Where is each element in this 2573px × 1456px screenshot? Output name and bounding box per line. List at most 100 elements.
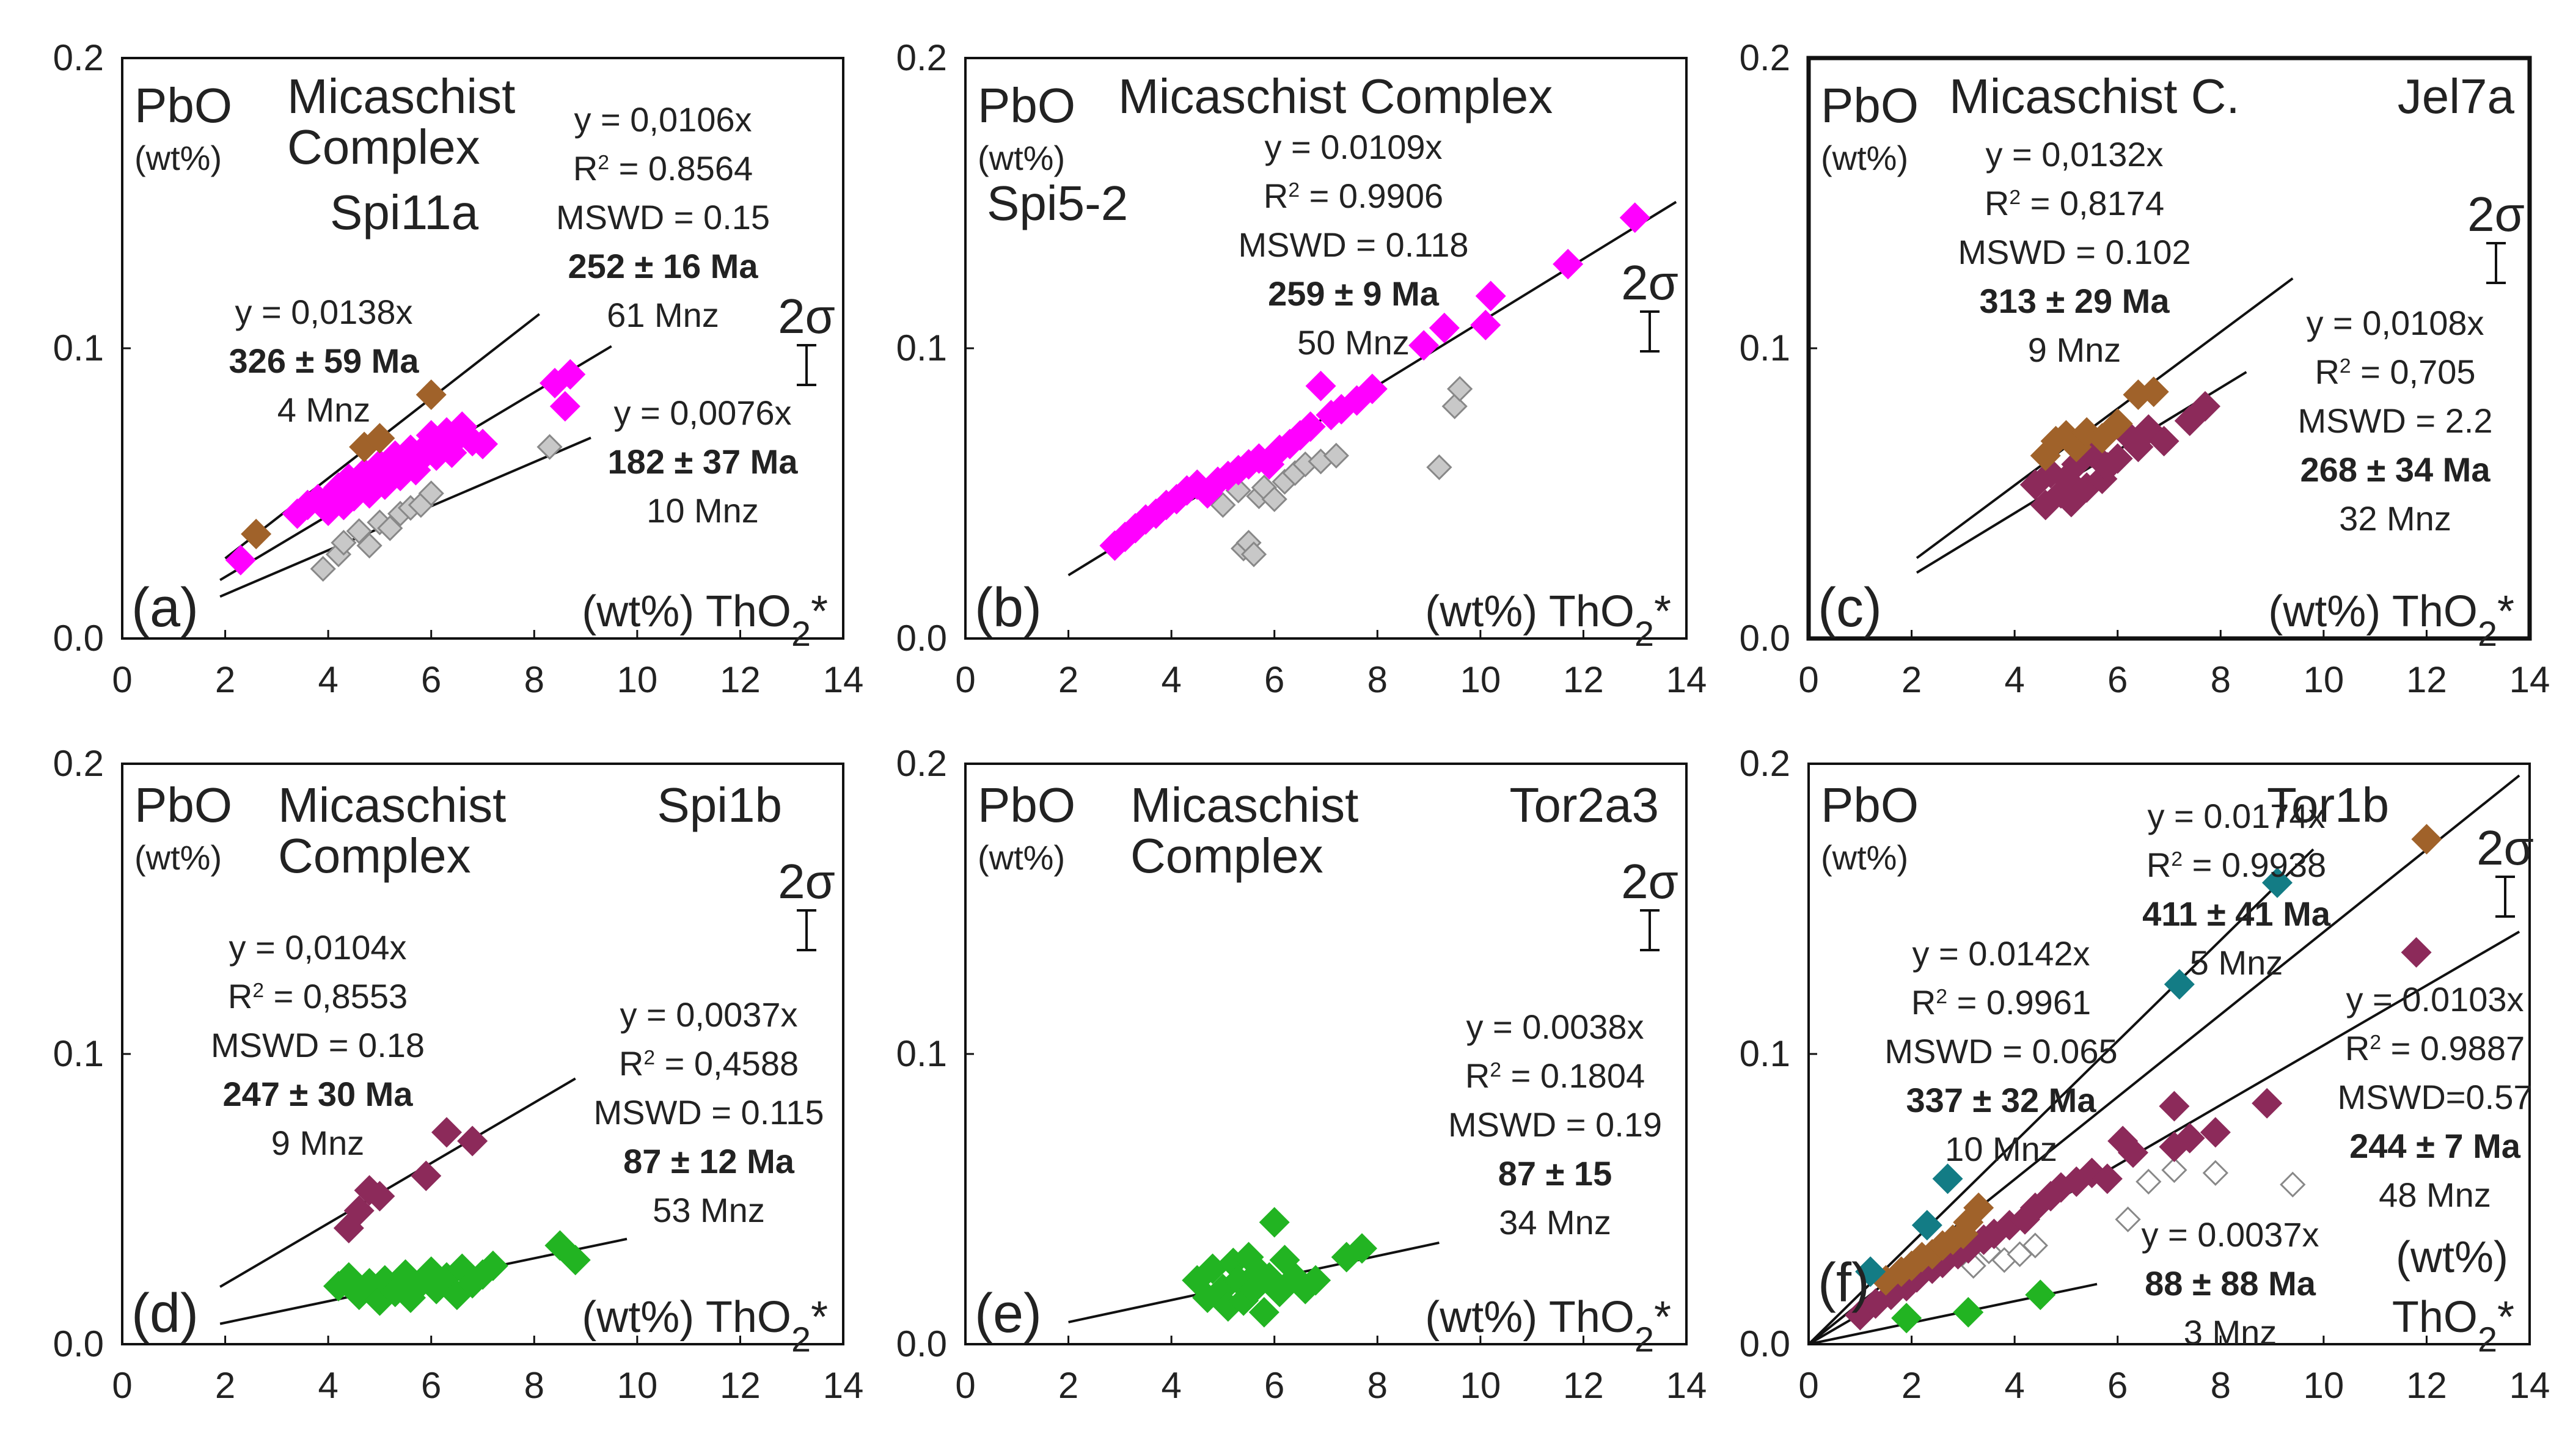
x-tick-label: 2 xyxy=(1901,1365,1922,1406)
data-point-green xyxy=(1223,1265,1254,1296)
panel-b: 0 2 4 6 8 10 12 14 0.0 0.1 0.2 PbO (wt%) Micaschist C… xyxy=(896,37,1707,700)
panel-letter: (f) xyxy=(1818,1253,1870,1314)
x-tick-label: 12 xyxy=(2406,659,2447,700)
data-point-open xyxy=(2280,1171,2306,1198)
y-tick-label: 0.0 xyxy=(53,1323,104,1364)
x-tick-label: 8 xyxy=(524,659,544,700)
x-tick-label: 10 xyxy=(2303,659,2344,700)
fit-annotation: 53 Mnz xyxy=(653,1191,765,1229)
panel-title: Spi11a xyxy=(330,185,479,240)
panel-letter: (c) xyxy=(1818,577,1882,638)
data-point-grey xyxy=(1426,454,1452,480)
data-point-grey xyxy=(377,515,403,541)
fit-annotation: 61 Mnz xyxy=(607,296,719,334)
x-tick-label: 8 xyxy=(1367,1365,1388,1406)
fit-annotation: y = 0.0174x xyxy=(2147,797,2325,835)
x-tick-label: 2 xyxy=(1058,1365,1078,1406)
data-point-open xyxy=(2136,1168,2162,1195)
x-tick-label: 8 xyxy=(2211,1365,2231,1406)
fit-annotation: 244 ± 7 Ma xyxy=(2349,1127,2521,1165)
fit-annotation: 9 Mnz xyxy=(271,1124,365,1162)
data-point-grey xyxy=(346,518,372,544)
data-point-brown xyxy=(2411,824,2442,855)
data-point-green xyxy=(560,1245,591,1276)
fit-annotation: R2 = 0.8564 xyxy=(573,149,753,188)
fit-annotation: MSWD = 0.18 xyxy=(211,1026,425,1064)
panel-title: Jel7a xyxy=(2398,69,2515,123)
fit-annotation: 50 Mnz xyxy=(1297,323,1410,362)
data-point-green xyxy=(1953,1297,1984,1328)
y-axis-label: PbO xyxy=(1821,78,1919,133)
y-axis-label: PbO xyxy=(978,78,1075,133)
x-tick-label: 6 xyxy=(1264,659,1284,700)
x-tick-label: 0 xyxy=(112,659,132,700)
data-point-magenta xyxy=(1408,330,1440,361)
x-tick-label: 2 xyxy=(1901,659,1922,700)
data-point-magenta xyxy=(467,428,498,459)
plot-frame xyxy=(1806,56,2532,641)
sigma-label: 2σ xyxy=(2476,821,2534,875)
x-tick-label: 4 xyxy=(1161,659,1181,700)
data-point-purple xyxy=(2148,426,2180,456)
data-point-magenta xyxy=(549,391,580,422)
data-point-purple xyxy=(457,1125,488,1157)
fit-annotation: 5 Mnz xyxy=(2190,943,2283,982)
x-tick-label: 6 xyxy=(421,659,441,700)
sigma-label: 2σ xyxy=(778,289,835,343)
panel-title: Complex xyxy=(287,120,480,174)
x-tick-label: 6 xyxy=(1264,1365,1284,1406)
data-point-green xyxy=(477,1250,508,1281)
sigma-label: 2σ xyxy=(1621,255,1678,310)
fit-line-1 xyxy=(1807,848,2315,1345)
x-tick-label: 10 xyxy=(1460,659,1501,700)
fit-annotation: R2 = 0.1804 xyxy=(1465,1056,1645,1095)
data-point-brown xyxy=(1963,1192,1994,1223)
y-axis-label: PbO xyxy=(978,778,1075,832)
x-tick-label: 12 xyxy=(720,1365,761,1406)
fit-annotation: MSWD = 0.115 xyxy=(593,1093,824,1132)
fit-annotation: y = 0.0037x xyxy=(2141,1215,2319,1254)
data-point-grey xyxy=(1447,376,1473,402)
x-axis-label: ThO2* xyxy=(2392,1293,2514,1359)
x-tick-label: 0 xyxy=(1798,659,1818,700)
y-tick-label: 0.0 xyxy=(53,618,104,659)
y-axis-unit: (wt%) xyxy=(978,139,1065,177)
panel-title: Spi5-2 xyxy=(987,176,1128,230)
data-point-green xyxy=(1248,1297,1279,1328)
x-tick-label: 6 xyxy=(2107,659,2128,700)
data-point-brown xyxy=(364,423,395,454)
y-tick-label: 0.2 xyxy=(1740,37,1790,78)
y-tick-label: 0.2 xyxy=(896,743,947,784)
x-axis-unit: (wt%) xyxy=(2396,1233,2508,1282)
fit-annotation: MSWD=0.57 xyxy=(2338,1078,2533,1116)
x-tick-label: 14 xyxy=(1666,659,1707,700)
fit-annotation: MSWD = 2.2 xyxy=(2298,401,2493,440)
y-axis-unit: (wt%) xyxy=(1821,838,1908,877)
data-point-magenta xyxy=(1356,373,1388,404)
fit-annotation: y = 0.0038x xyxy=(1466,1008,1644,1046)
data-point-purple xyxy=(411,1160,442,1191)
y-tick-label: 0.1 xyxy=(1740,327,1790,368)
x-tick-label: 2 xyxy=(1058,659,1078,700)
x-tick-label: 4 xyxy=(1161,1365,1181,1406)
y-tick-label: 0.1 xyxy=(896,1033,947,1074)
data-point-brown xyxy=(2102,408,2133,439)
y-axis-unit: (wt%) xyxy=(978,838,1065,877)
data-point-purple xyxy=(2174,1122,2205,1154)
x-tick-label: 14 xyxy=(823,1365,864,1406)
x-tick-label: 8 xyxy=(524,1365,544,1406)
plot-frame xyxy=(964,763,1688,1345)
data-point-grey xyxy=(356,532,382,559)
panel-c: 0 2 4 6 8 10 12 14 0.0 0.1 0.2 PbO (wt%) Micaschist C… xyxy=(1740,37,2550,700)
x-tick-label: 14 xyxy=(2509,1365,2550,1406)
data-point-grey xyxy=(418,480,444,507)
y-axis-label: PbO xyxy=(1821,778,1919,832)
panel-title: Complex xyxy=(278,829,471,883)
panel-title: Micaschist Complex xyxy=(1118,69,1553,123)
fit-line-1 xyxy=(219,1077,576,1288)
data-point-grey xyxy=(1261,486,1287,513)
y-tick-label: 0.0 xyxy=(896,618,947,659)
panel-letter: (a) xyxy=(131,577,199,638)
data-point-open xyxy=(2115,1206,2141,1232)
